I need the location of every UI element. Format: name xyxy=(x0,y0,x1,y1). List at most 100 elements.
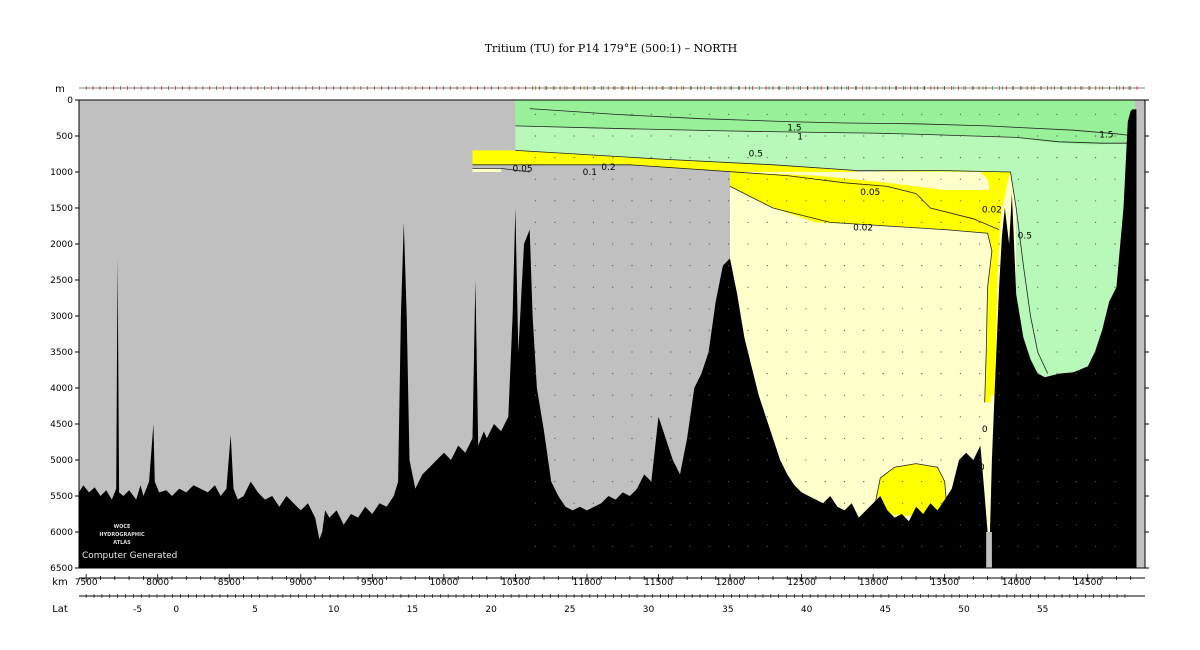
sample-dot xyxy=(1095,113,1097,115)
sample-dot xyxy=(1017,157,1020,159)
sample-dot xyxy=(554,394,556,396)
sample-dot xyxy=(1075,545,1077,548)
sample-dot xyxy=(670,502,672,504)
sample-dot xyxy=(843,329,846,331)
lat-tick-label: 0 xyxy=(173,605,179,615)
sample-dot xyxy=(998,351,1000,353)
sample-dot xyxy=(1037,221,1039,223)
sample-dot xyxy=(612,157,614,159)
sample-dot xyxy=(708,243,710,245)
y-tick-label: 3500 xyxy=(50,348,73,358)
sample-dot xyxy=(592,373,595,375)
sample-dot xyxy=(708,437,710,439)
sample-dot xyxy=(592,135,595,137)
sample-dot xyxy=(670,221,672,223)
sample-dot xyxy=(1037,373,1039,375)
sample-dot xyxy=(786,545,788,548)
sample-dot xyxy=(805,502,807,504)
sample-dot xyxy=(708,178,710,180)
sample-dot xyxy=(689,545,691,548)
sample-dot xyxy=(921,416,923,418)
sample-dot xyxy=(1037,459,1039,461)
sample-dot xyxy=(940,243,942,245)
sample-dot xyxy=(998,416,1000,418)
sample-dot xyxy=(786,265,788,267)
sample-dot xyxy=(747,545,749,548)
sample-dot xyxy=(766,394,768,396)
sample-dot xyxy=(1075,243,1077,245)
sample-dot xyxy=(786,221,788,223)
sample-dot xyxy=(959,481,962,483)
sample-dot xyxy=(998,243,1000,245)
sample-dot xyxy=(998,286,1000,288)
sample-dot xyxy=(959,178,962,180)
sample-dot xyxy=(631,286,633,288)
sample-dot xyxy=(882,416,884,418)
sample-dot xyxy=(882,351,884,353)
sample-dot xyxy=(592,243,595,245)
sample-dot xyxy=(592,200,595,202)
sample-dot xyxy=(1056,265,1058,267)
sample-dot xyxy=(573,135,575,137)
sample-dot xyxy=(824,416,826,418)
sample-dot xyxy=(1075,524,1077,526)
sample-dot xyxy=(1017,524,1020,526)
sample-dot xyxy=(805,459,807,461)
sample-dot xyxy=(940,265,942,267)
sample-dot xyxy=(708,459,710,461)
contour-label: 0.2 xyxy=(601,163,615,173)
y-tick-label: 500 xyxy=(56,132,73,142)
sample-dot xyxy=(882,437,884,439)
x-tick-label: 7500 xyxy=(75,578,98,588)
sample-dot xyxy=(882,308,884,310)
sample-dot xyxy=(573,481,575,483)
sample-dot xyxy=(1095,308,1097,310)
sample-dot xyxy=(670,437,672,439)
sample-dot xyxy=(940,113,942,115)
sample-dot xyxy=(805,416,807,418)
sample-dot xyxy=(824,545,826,548)
sample-dot xyxy=(728,221,730,223)
sample-dot xyxy=(979,329,981,331)
x-tick-label: 13500 xyxy=(930,578,959,588)
sample-dot xyxy=(728,329,730,331)
sample-dot xyxy=(979,416,981,418)
sample-dot xyxy=(650,157,652,159)
sample-dot xyxy=(728,157,730,159)
sample-dot xyxy=(708,265,710,267)
sample-dot xyxy=(534,221,537,223)
sample-dot xyxy=(1095,351,1097,353)
sample-dot xyxy=(747,157,749,159)
sample-dot xyxy=(824,394,826,396)
sample-dot xyxy=(554,243,556,245)
sample-dot xyxy=(901,308,904,310)
sample-dot xyxy=(534,200,537,202)
x-tick-label: 12500 xyxy=(787,578,816,588)
sample-dot xyxy=(824,243,826,245)
sample-dot xyxy=(573,459,575,461)
contour-label: 1 xyxy=(797,133,803,143)
sample-dot xyxy=(1114,437,1116,439)
sample-dot xyxy=(882,481,884,483)
sample-dot xyxy=(901,416,904,418)
footer-note: Computer Generated xyxy=(82,551,177,561)
sample-dot xyxy=(708,481,710,483)
sample-dot xyxy=(592,459,595,461)
sample-dot xyxy=(979,135,981,137)
sample-dot xyxy=(921,502,923,504)
sample-dot xyxy=(1037,502,1039,504)
sample-dot xyxy=(1017,265,1020,267)
sample-dot xyxy=(631,135,633,137)
sample-dot xyxy=(1095,157,1097,159)
sample-dot xyxy=(882,329,884,331)
sample-dot xyxy=(689,157,691,159)
lat-tick-label: 40 xyxy=(801,605,813,615)
contour-label: 0.02 xyxy=(982,205,1002,215)
sample-dot xyxy=(1114,394,1116,396)
sample-dot xyxy=(612,221,614,223)
sample-dot xyxy=(689,524,691,526)
x-tick-label: 11000 xyxy=(573,578,602,588)
frame-border xyxy=(78,99,1146,569)
sample-dot xyxy=(631,308,633,310)
sample-dot xyxy=(1114,481,1116,483)
